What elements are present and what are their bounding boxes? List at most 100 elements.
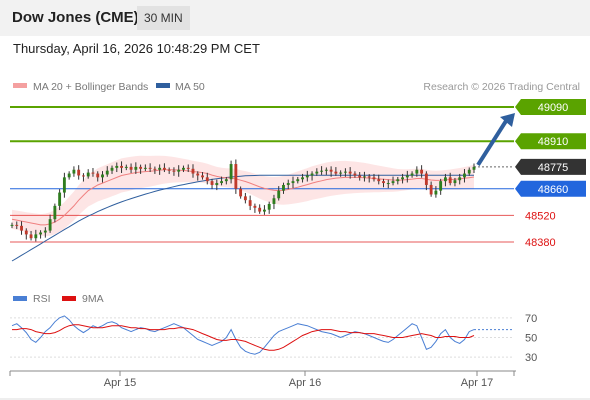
rsi-tick-30: 30 xyxy=(525,352,537,364)
candle-body xyxy=(453,180,457,184)
candle-body xyxy=(305,175,309,178)
rsi-line xyxy=(11,315,475,355)
resistance-label-49090: 49090 xyxy=(538,102,569,114)
candle-body xyxy=(120,165,123,168)
support-label-48380: 48380 xyxy=(525,237,556,249)
bollinger-band-area xyxy=(12,155,474,237)
candle-body xyxy=(424,173,428,185)
candle-body xyxy=(448,177,452,184)
candle-body xyxy=(291,181,295,184)
support-label-48520: 48520 xyxy=(525,210,556,222)
x-axis-label-0: Apr 15 xyxy=(104,377,136,389)
candle-body xyxy=(115,165,119,168)
candle-body xyxy=(105,170,109,175)
candle-body xyxy=(229,164,233,180)
candle-body xyxy=(263,209,266,212)
candle-body xyxy=(272,198,276,204)
candle-body xyxy=(72,169,76,174)
interval-button[interactable]: 30 MIN xyxy=(137,6,190,30)
resistance-tag-48910 xyxy=(515,133,586,150)
candle-body xyxy=(253,205,257,208)
candle-body xyxy=(429,184,433,195)
candle-body xyxy=(205,177,209,182)
rsi-ma-line xyxy=(12,324,475,351)
candle-body xyxy=(139,166,143,169)
candle-body xyxy=(258,207,262,212)
candle-body xyxy=(77,169,81,176)
candle-body xyxy=(58,192,62,206)
candle-body xyxy=(277,190,281,199)
candle-body xyxy=(43,230,47,233)
candle-body xyxy=(48,219,52,231)
candle-body xyxy=(39,232,43,235)
chart-header: Dow Jones (CME) 30 MIN xyxy=(0,0,590,36)
candle-body xyxy=(15,224,19,226)
candle-body xyxy=(267,203,271,210)
candle-body xyxy=(329,169,333,172)
candle-body xyxy=(396,179,400,182)
candle-body xyxy=(467,169,471,174)
candle-body xyxy=(96,173,100,178)
candle-body xyxy=(363,176,366,178)
rsi-tick-70: 70 xyxy=(525,313,537,325)
rsi-tick-50: 50 xyxy=(525,333,537,345)
current-price-label: 48775 xyxy=(538,162,569,174)
candle-body xyxy=(172,170,176,172)
rsi-legend-label: RSI xyxy=(33,293,51,305)
candle-body xyxy=(248,200,252,206)
candle-body xyxy=(91,172,95,174)
candle-body xyxy=(320,170,324,172)
rsi-ma-legend-label: 9MA xyxy=(82,293,104,305)
research-credit: Research © 2026 Trading Central xyxy=(423,81,580,93)
candle-body xyxy=(243,196,247,201)
pivot-tag-48660 xyxy=(515,180,586,197)
candle-body xyxy=(129,166,133,170)
candle-body xyxy=(82,175,85,177)
x-axis-label-2: Apr 17 xyxy=(461,377,493,389)
candle-body xyxy=(186,167,190,169)
x-axis-label-1: Apr 16 xyxy=(289,377,321,389)
ma20-legend-swatch xyxy=(13,83,27,88)
candle-body xyxy=(296,179,300,182)
candle-body xyxy=(324,169,328,171)
candle-body xyxy=(315,171,319,174)
candle-body xyxy=(20,225,23,231)
candle-body xyxy=(110,167,114,171)
target-arrow xyxy=(476,113,515,166)
candle-body xyxy=(201,175,204,178)
price-levels xyxy=(10,106,514,243)
candlesticks xyxy=(10,159,476,242)
candle-body xyxy=(334,171,338,174)
candle-body xyxy=(191,168,195,174)
candle-body xyxy=(215,183,219,185)
ma50-legend-label: MA 50 xyxy=(175,81,205,93)
candle-body xyxy=(377,179,381,182)
candle-body xyxy=(386,183,390,185)
candle-body xyxy=(282,184,285,191)
candle-body xyxy=(382,181,385,184)
candle-body xyxy=(443,177,447,182)
ma20-legend-label: MA 20 + Bollinger Bands xyxy=(33,81,148,93)
x-axis: Apr 15 Apr 16 Apr 17 xyxy=(9,371,515,389)
candle-body xyxy=(239,188,243,197)
candle-body xyxy=(177,169,181,172)
candle-body xyxy=(162,167,166,170)
candle-body xyxy=(439,181,443,191)
candle-body xyxy=(10,224,14,226)
candle-body xyxy=(158,167,162,170)
candle-body xyxy=(24,230,28,235)
candle-body xyxy=(53,205,57,220)
candle-body xyxy=(86,172,90,177)
candle-body xyxy=(353,173,357,176)
target-arrow-shaft xyxy=(476,119,508,166)
candle-body xyxy=(148,167,152,169)
candle-body xyxy=(234,164,238,189)
candle-body xyxy=(224,179,228,182)
candle-body xyxy=(301,177,304,180)
candle-body xyxy=(210,181,214,185)
candle-body xyxy=(310,173,314,176)
pivot-label-48660: 48660 xyxy=(538,184,569,196)
ma50-line xyxy=(11,174,474,262)
candle-body xyxy=(220,181,223,184)
